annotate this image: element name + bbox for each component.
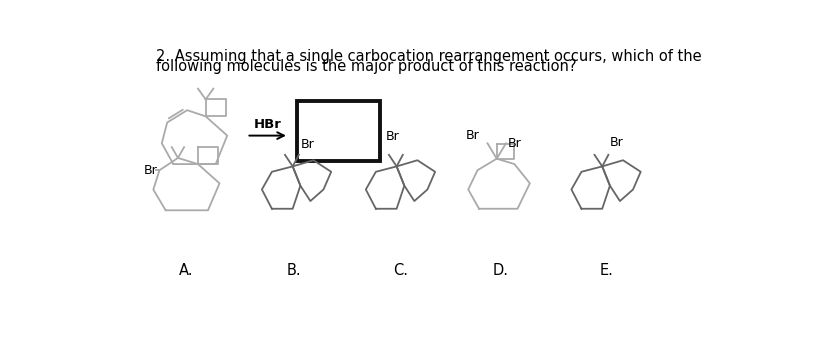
Text: B.: B. [287, 263, 301, 278]
Text: Br: Br [385, 130, 399, 143]
Text: E.: E. [599, 263, 612, 278]
Text: following molecules is the major product of this reaction?: following molecules is the major product… [155, 59, 576, 75]
Text: Br: Br [144, 164, 158, 177]
Text: 2. Assuming that a single carbocation rearrangement occurs, which of the: 2. Assuming that a single carbocation re… [155, 49, 700, 64]
Text: Br: Br [609, 136, 623, 149]
Text: Br: Br [300, 138, 313, 151]
Text: A.: A. [179, 263, 194, 278]
Text: HBr: HBr [253, 118, 281, 131]
Text: C.: C. [393, 263, 408, 278]
Text: Br: Br [507, 137, 521, 150]
Bar [296, 101, 380, 161]
Text: Br: Br [466, 129, 479, 142]
Text: D.: D. [492, 263, 508, 278]
